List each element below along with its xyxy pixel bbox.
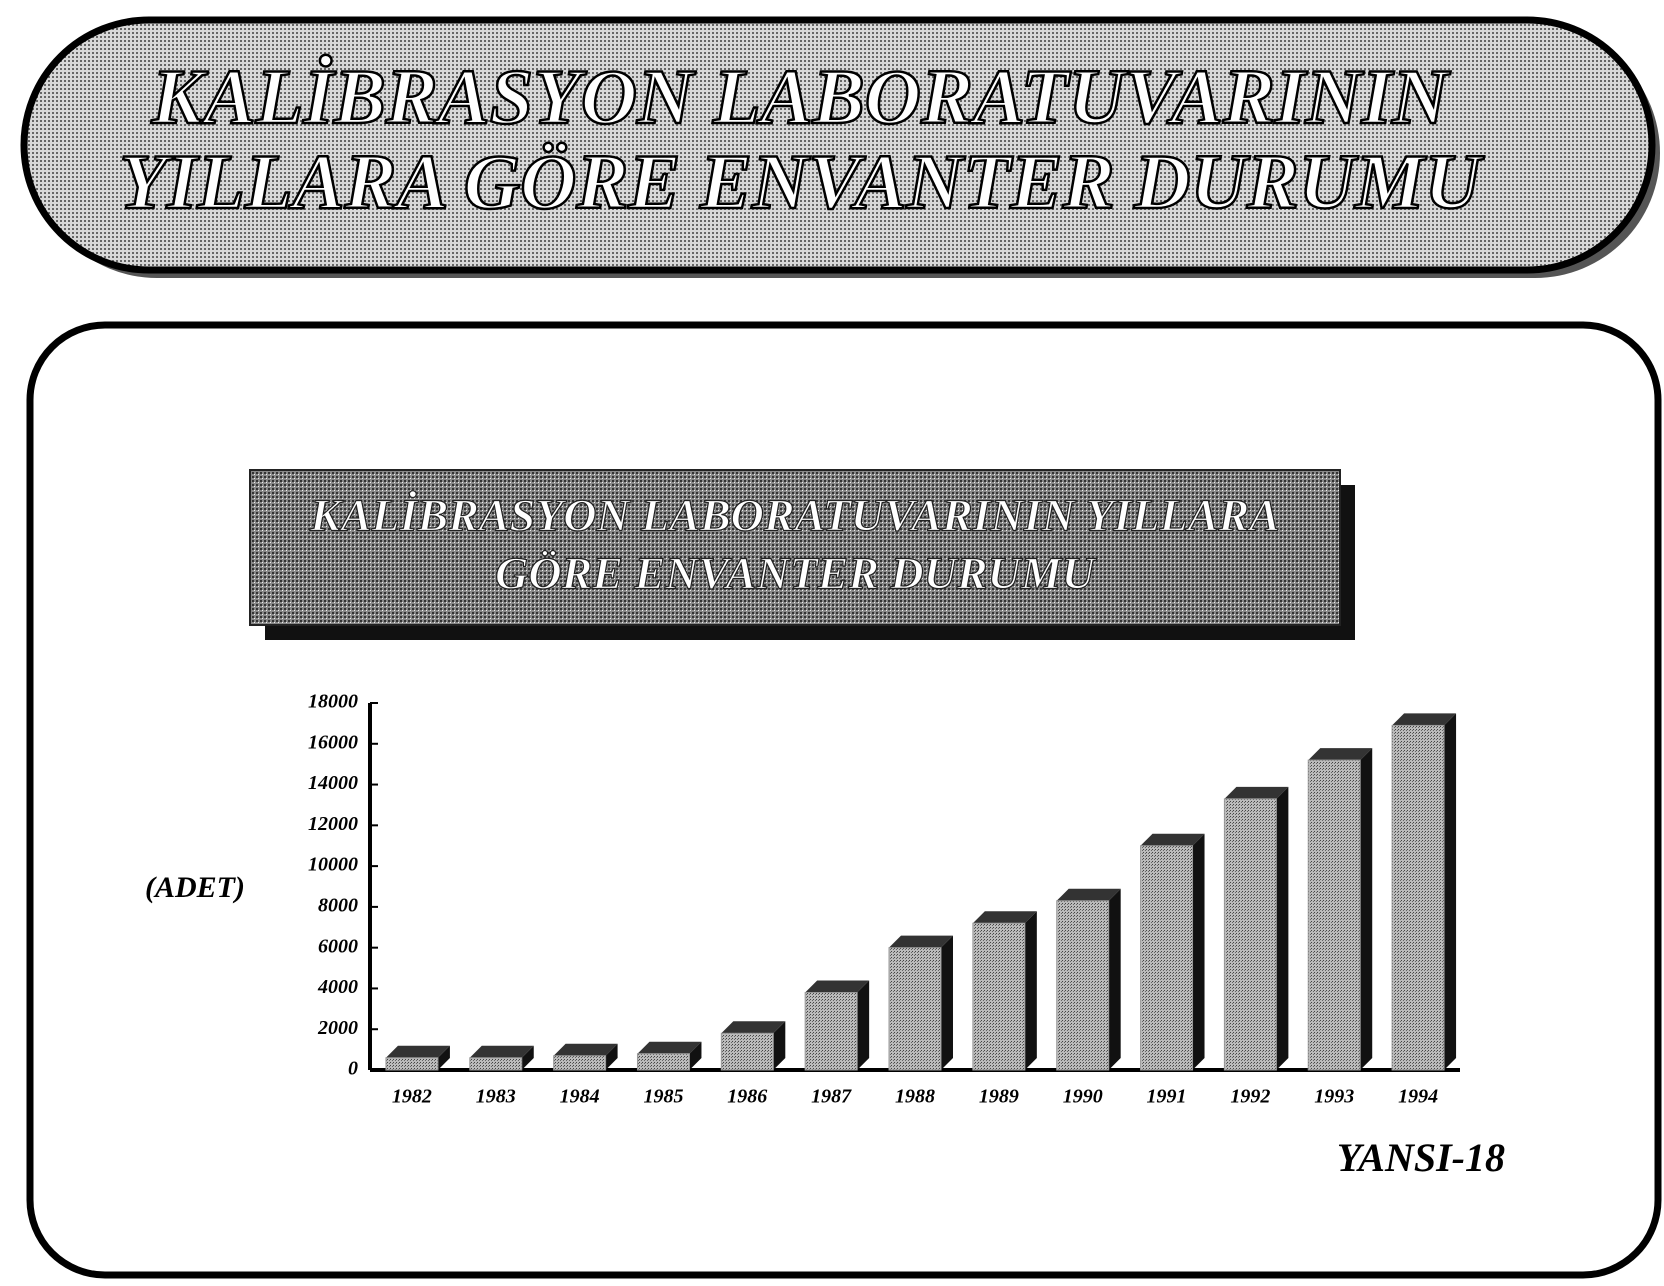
header-line: YILLARA GÖRE ENVANTER DURUMU (119, 138, 1484, 225)
bar-top (385, 1045, 450, 1058)
title-box (249, 469, 1341, 626)
y-tick-label: 2000 (317, 1017, 358, 1039)
bar (1056, 900, 1110, 1071)
y-axis-label: (ADET) (145, 871, 245, 904)
y-tick-label: 14000 (308, 772, 358, 794)
bar-side (773, 1021, 786, 1070)
x-tick-label: 1994 (1398, 1086, 1438, 1108)
bar (469, 1057, 523, 1071)
x-tick-label: 1986 (727, 1086, 767, 1108)
bar-side (857, 980, 870, 1070)
bar-side (1024, 911, 1037, 1070)
x-tick-label: 1988 (895, 1086, 935, 1108)
bar-top (1308, 748, 1373, 761)
bar (1223, 798, 1277, 1071)
bar (1140, 845, 1194, 1071)
bar-top (553, 1043, 618, 1056)
bar-side (521, 1045, 534, 1070)
x-tick-label: 1982 (392, 1086, 432, 1108)
x-tick-label: 1993 (1314, 1086, 1354, 1108)
bar (804, 992, 858, 1071)
y-tick-label: 10000 (308, 854, 358, 876)
chart-title: KALİBRASYON LABORATUVARININ YILLARA (309, 490, 1280, 541)
x-tick-label: 1984 (560, 1086, 600, 1108)
bar-top (721, 1021, 786, 1034)
bar-top (972, 911, 1037, 924)
bar (553, 1055, 607, 1071)
chart-title: GÖRE ENVANTER DURUMU (495, 548, 1098, 599)
y-tick-label: 12000 (308, 813, 358, 835)
bar-side (1360, 748, 1373, 1070)
bar-top (1392, 713, 1457, 726)
bar-top (1056, 888, 1121, 901)
x-tick-label: 1991 (1147, 1086, 1187, 1108)
bar (385, 1057, 439, 1071)
bar-side (605, 1043, 618, 1070)
bar (972, 922, 1026, 1071)
bar-side (1192, 833, 1205, 1070)
x-tick-label: 1985 (643, 1086, 683, 1108)
bar-side (1444, 713, 1457, 1070)
x-tick-label: 1989 (979, 1086, 1019, 1108)
x-tick-label: 1992 (1230, 1086, 1270, 1108)
bar-top (889, 935, 953, 948)
bar-side (1276, 786, 1289, 1070)
bar-side (437, 1045, 450, 1070)
header-line: KALİBRASYON LABORATUVARININ (151, 53, 1451, 140)
bar-side (689, 1041, 702, 1070)
x-tick-label: 1990 (1063, 1086, 1103, 1108)
bar (720, 1032, 774, 1071)
bar-side (1108, 888, 1121, 1070)
bar-side (940, 935, 953, 1070)
x-tick-label: 1987 (811, 1086, 852, 1108)
header-banner (20, 16, 1656, 274)
bar (636, 1053, 690, 1071)
bar-top (1140, 833, 1205, 846)
y-tick-label: 6000 (318, 935, 358, 957)
bar (1391, 724, 1445, 1071)
bar (1307, 759, 1361, 1071)
bar-top (805, 980, 870, 993)
y-tick-label: 4000 (317, 976, 358, 998)
bar-top (637, 1041, 702, 1054)
bar-top (1224, 786, 1289, 799)
bar (888, 947, 942, 1071)
footer: YANSI-18 (1337, 1135, 1505, 1180)
y-tick-label: 0 (348, 1058, 358, 1080)
bar-top (469, 1045, 534, 1058)
y-tick-label: 18000 (308, 691, 358, 713)
y-tick-label: 16000 (308, 731, 358, 753)
x-tick-label: 1983 (476, 1086, 516, 1108)
y-tick-label: 8000 (318, 894, 358, 916)
